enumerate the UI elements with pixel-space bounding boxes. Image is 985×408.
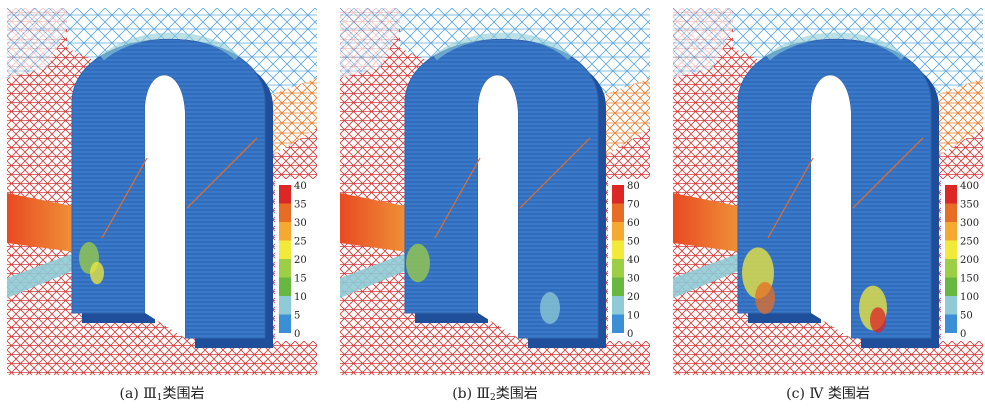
- caption-a-suffix: 类围岩: [162, 386, 205, 402]
- legend-tick-label: 0: [960, 329, 966, 340]
- rock-mesh-blue-left: [673, 8, 743, 78]
- legend-swatch: [945, 222, 957, 241]
- legend-tick-label: 300: [960, 218, 979, 229]
- legend-swatch: [612, 185, 624, 204]
- legend-tick-label: 5: [294, 311, 300, 322]
- tunnel-opening-fill: [478, 75, 518, 333]
- anchor-line: [767, 157, 814, 239]
- stress-hotspot: [870, 307, 886, 333]
- legend-swatch: [279, 185, 291, 204]
- crown-highlight: [766, 32, 906, 61]
- caption-b-suffix: 类围岩: [495, 386, 538, 402]
- color-legend: 40 35 30 25 20 15 10 5 0: [275, 179, 317, 341]
- legend-tick-label: 350: [960, 200, 979, 211]
- rock-mesh-blue-left: [340, 8, 410, 78]
- panel-a: 40 35 30 25 20 15 10 5 0: [7, 8, 317, 375]
- anchor-line: [101, 157, 148, 239]
- legend-tick-label: 70: [627, 200, 640, 211]
- stress-hotspot: [755, 282, 775, 314]
- caption-a-prefix: (a) Ⅲ: [119, 386, 157, 402]
- tunnel-opening-fill: [811, 75, 851, 333]
- legend-swatch: [945, 296, 957, 315]
- caption-b-sub: 2: [490, 393, 496, 403]
- legend-tick-label: 10: [294, 292, 307, 303]
- legend-tick-label: 80: [627, 181, 640, 192]
- orange-band-left: [340, 193, 415, 253]
- color-legend: 400 350 300 250 200 150 100 50 0: [941, 179, 983, 341]
- legend-swatch: [612, 296, 624, 315]
- cyan-band-left: [673, 248, 758, 298]
- legend-swatch: [945, 240, 957, 259]
- caption-c-prefix: (c) Ⅳ: [786, 386, 824, 402]
- crown-highlight: [100, 32, 240, 61]
- panel-b-image: 80 70 60 50 40 30 20 10 0: [340, 8, 650, 375]
- legend-tick-label: 250: [960, 237, 979, 248]
- panel-b: 80 70 60 50 40 30 20 10 0: [340, 8, 650, 375]
- legend-swatch: [945, 185, 957, 204]
- legend-tick-label: 15: [294, 274, 307, 285]
- legend-tick-label: 30: [627, 274, 640, 285]
- cyan-band-left: [7, 248, 92, 298]
- legend-tick-label: 40: [294, 181, 307, 192]
- legend-swatch: [612, 259, 624, 278]
- stress-hotspot: [90, 261, 104, 285]
- legend-tick-label: 20: [627, 292, 640, 303]
- legend-swatch: [279, 240, 291, 259]
- legend-tick-label: 30: [294, 218, 307, 229]
- caption-a-sub: 1: [156, 393, 163, 403]
- panel-c-image: 400 350 300 250 200 150 100 50 0: [673, 8, 983, 375]
- legend-tick-label: 400: [960, 181, 979, 192]
- rock-mesh-blue-left: [7, 8, 77, 78]
- legend-tick-label: 35: [294, 200, 307, 211]
- cyan-band-left: [340, 248, 425, 298]
- legend-swatch: [279, 259, 291, 278]
- caption-a: (a) Ⅲ1类围岩: [7, 383, 317, 403]
- legend-swatch: [612, 222, 624, 241]
- legend-swatch: [279, 296, 291, 315]
- anchor-line: [519, 137, 591, 209]
- legend-swatch: [612, 314, 624, 333]
- caption-b: (b) Ⅲ2类围岩: [340, 383, 650, 403]
- legend-tick-label: 20: [294, 255, 307, 266]
- anchor-line: [434, 157, 481, 239]
- crown-highlight: [433, 32, 573, 61]
- anchor-line: [186, 137, 258, 209]
- stress-hotspot: [540, 292, 560, 324]
- stress-hotspot: [406, 243, 430, 283]
- legend-tick-label: 50: [627, 237, 640, 248]
- legend-swatch: [612, 240, 624, 259]
- legend-tick-label: 40: [627, 255, 640, 266]
- legend-tick-label: 0: [294, 329, 300, 340]
- legend-swatch: [945, 314, 957, 333]
- legend-tick-label: 60: [627, 218, 640, 229]
- caption-c: (c) Ⅳ 类围岩: [673, 383, 983, 403]
- caption-c-suffix: 类围岩: [823, 386, 870, 402]
- legend-swatch: [945, 259, 957, 278]
- legend-swatch: [612, 203, 624, 222]
- legend-swatch: [945, 277, 957, 296]
- legend-tick-label: 200: [960, 255, 979, 266]
- legend-swatch: [279, 203, 291, 222]
- legend-swatch: [279, 277, 291, 296]
- legend-tick-label: 25: [294, 237, 307, 248]
- panel-a-image: 40 35 30 25 20 15 10 5 0: [7, 8, 317, 375]
- anchor-line: [852, 137, 924, 209]
- orange-band-left: [7, 193, 82, 253]
- legend-tick-label: 100: [960, 292, 979, 303]
- legend-swatch: [612, 277, 624, 296]
- legend-tick-label: 0: [627, 329, 633, 340]
- legend-tick-label: 10: [627, 311, 640, 322]
- orange-band-left: [673, 193, 748, 253]
- legend-tick-label: 150: [960, 274, 979, 285]
- color-legend: 80 70 60 50 40 30 20 10 0: [608, 179, 650, 341]
- legend-swatch: [945, 203, 957, 222]
- tunnel-opening-fill: [145, 75, 185, 333]
- legend-swatch: [279, 222, 291, 241]
- legend-tick-label: 50: [960, 311, 973, 322]
- caption-b-prefix: (b) Ⅲ: [452, 386, 491, 402]
- legend-swatch: [279, 314, 291, 333]
- panel-c: 400 350 300 250 200 150 100 50 0: [673, 8, 983, 375]
